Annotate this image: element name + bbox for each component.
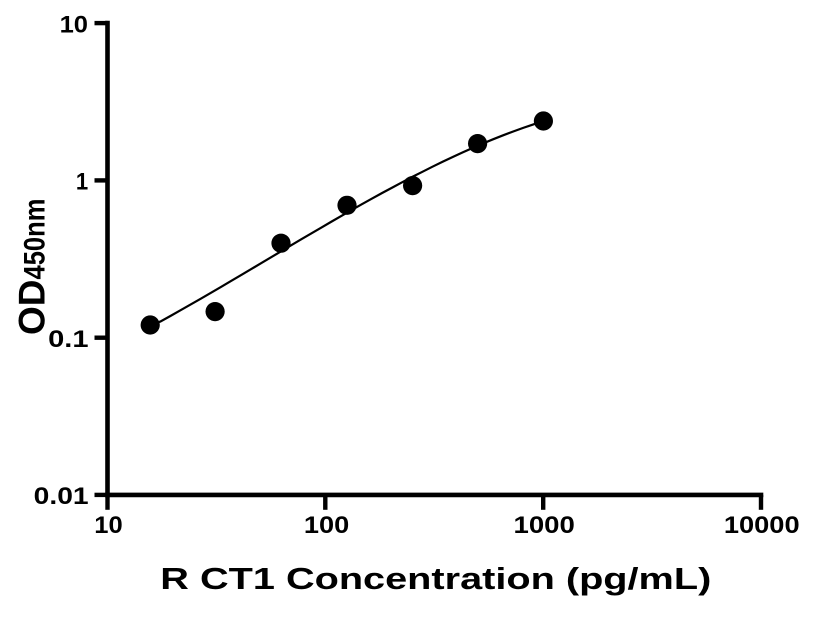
svg-text:0.1: 0.1	[48, 326, 88, 353]
svg-text:100: 100	[304, 512, 349, 539]
svg-text:1: 1	[76, 169, 88, 196]
svg-text:10: 10	[94, 512, 122, 539]
svg-text:10000: 10000	[724, 512, 800, 539]
svg-text:OD450nm: OD450nm	[12, 199, 53, 336]
svg-text:10: 10	[60, 11, 88, 38]
svg-text:0.01: 0.01	[34, 483, 89, 510]
svg-text:R CT1 Concentration (pg/mL): R CT1 Concentration (pg/mL)	[160, 561, 711, 596]
svg-text:1000: 1000	[514, 512, 575, 539]
